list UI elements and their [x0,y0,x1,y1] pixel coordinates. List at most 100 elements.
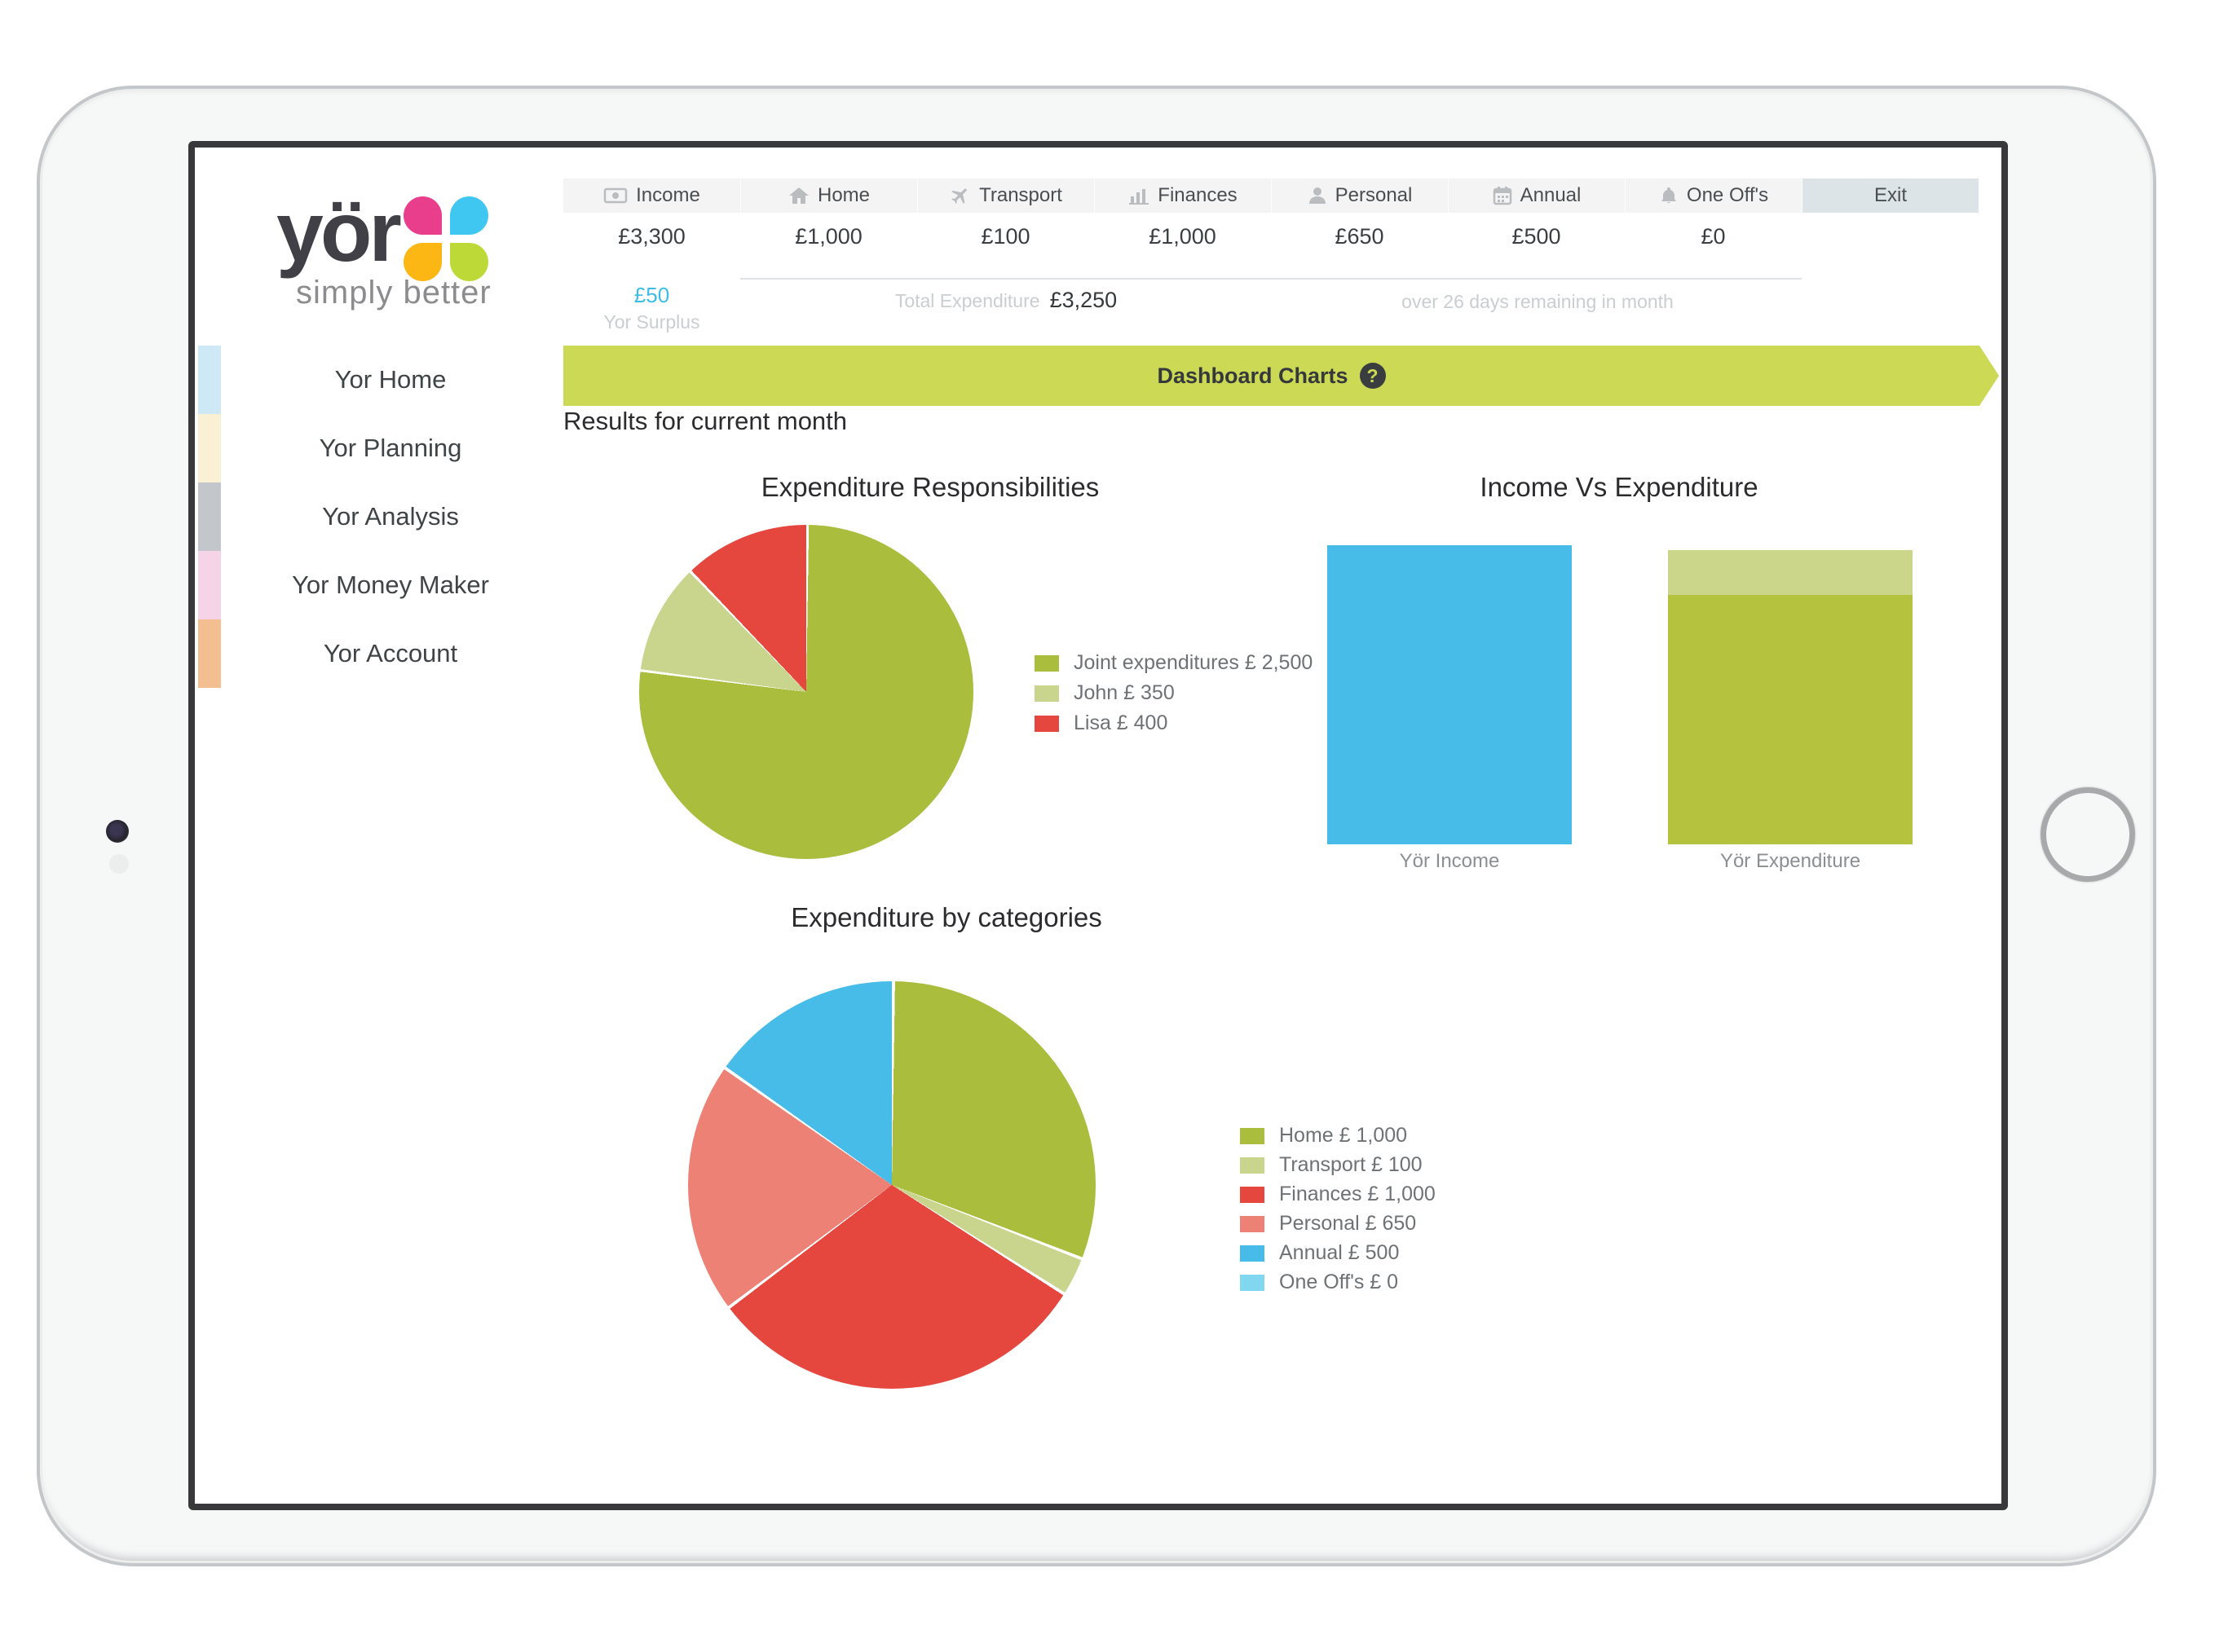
person-icon [1308,187,1326,204]
brand-logo: yör simply better [276,185,570,311]
bell-icon [1661,187,1676,204]
expenditure-bar-label: Yör Expenditure [1719,850,1861,872]
banner-title: Dashboard Charts [1157,363,1348,388]
income-amount: £3,300 [618,224,686,249]
tab-label: Income [636,184,700,206]
tab-label: Annual [1520,184,1582,206]
tab-exit[interactable]: Exit [1802,178,1979,213]
banner-arrow [1979,346,1999,406]
sidebar-item-yor-home[interactable]: Yor Home [195,346,578,414]
sidebar-item-yor-account[interactable]: Yor Account [195,619,578,688]
legend-label: Annual £ 500 [1279,1241,1400,1264]
legend-item-transport: Transport £ 100 [1240,1153,1423,1177]
legend-swatch [1240,1215,1264,1232]
legend-label: Finances £ 1,000 [1279,1183,1436,1205]
home-icon [788,187,809,204]
sidebar-item-label: Yor Home [334,365,447,394]
legend-label: Joint expenditures £ 2,500 [1074,651,1313,674]
sidebar-swatch [198,551,221,619]
tablet-camera [106,820,129,843]
calendar-icon [1493,187,1511,205]
finances-amount: £1,000 [1149,224,1216,249]
legend-swatch [1240,1156,1264,1174]
legend-swatch [1240,1186,1264,1203]
tab-personal[interactable]: Personal [1271,178,1448,213]
legend-label: Home £ 1,000 [1279,1124,1408,1147]
brand-name: yör [276,185,402,280]
legend-label: Lisa £ 400 [1074,711,1168,734]
sidebar-item-label: Yor Money Maker [292,570,489,599]
petal-orange [403,243,442,281]
legend-label: Transport £ 100 [1279,1153,1423,1176]
legend-label: John £ 350 [1074,681,1175,704]
days-remaining: over 26 days remaining in month [1401,291,1674,312]
petal-pink [403,196,442,235]
legend-label: Personal £ 650 [1279,1212,1417,1235]
sidebar-swatch [198,482,221,551]
income-bar[interactable] [1327,545,1572,844]
banknote-icon [603,187,628,204]
legend-item-finances: Finances £ 1,000 [1240,1183,1436,1206]
legend-swatch [1240,1245,1264,1262]
tab-one-offs[interactable]: One Off's [1625,178,1802,213]
petal-blue [449,196,488,235]
exit-amount-empty [1802,213,1979,255]
help-icon[interactable]: ? [1359,363,1386,389]
petal-green [449,243,488,281]
tab-label: Personal [1335,184,1413,206]
bar-chart-title: Income Vs Expenditure [1480,472,1758,502]
home-amount: £1,000 [795,224,863,249]
expenditure-by-categories-pie[interactable] [688,981,1096,1389]
sidebar-swatch [198,414,221,482]
plane-icon [951,188,967,204]
income-bar-label: Yör Income [1399,850,1500,872]
results-heading: Results for current month [563,407,848,435]
tablet-frame: yör simply better Income [37,86,2156,1566]
sidebar-item-label: Yor Account [323,639,458,667]
tab-label: Transport [979,184,1062,206]
tab-label: Home [817,184,871,206]
expenditure-responsibilities-pie[interactable] [639,525,973,859]
total-expenditure-label: Total Expenditure [894,290,1040,311]
tab-home[interactable]: Home [740,178,917,213]
top-navigation: Income Home Transport Finances [563,178,1979,341]
sidebar-swatch [198,619,221,688]
legend-swatch [1035,715,1059,732]
total-expenditure: Total Expenditure £3,250 [802,288,1210,313]
surplus-label: Yor Surplus [603,311,700,333]
sidebar-item-label: Yor Planning [319,434,462,462]
tab-label: One Off's [1686,184,1769,206]
legend-swatch [1240,1127,1264,1144]
tablet-sensor-dot [109,854,129,874]
tab-label: Exit [1873,184,1907,206]
brand-tagline: simply better [296,275,492,311]
annual-amount: £500 [1511,224,1561,249]
nav-divider [740,278,1802,280]
pie2-title: Expenditure by categories [791,902,1102,932]
tab-label: Finances [1158,184,1238,206]
legend-item-one-offs: One Off's £ 0 [1240,1271,1398,1294]
legend-item-personal: Personal £ 650 [1240,1212,1416,1236]
legend-item-joint: Joint expenditures £ 2,500 [1035,651,1313,675]
one-offs-amount: £0 [1701,224,1726,249]
sidebar-swatch [198,346,221,414]
personal-amount: £650 [1335,224,1384,249]
legend-swatch [1035,654,1059,672]
legend-item-annual: Annual £ 500 [1240,1241,1399,1265]
total-expenditure-value: £3,250 [1049,288,1118,312]
expenditure-bar[interactable] [1668,549,1913,844]
tab-transport[interactable]: Transport [917,178,1094,213]
tab-income[interactable]: Income [563,178,740,213]
legend-label: One Off's £ 0 [1279,1271,1399,1293]
sidebar-item-yor-money-maker[interactable]: Yor Money Maker [195,551,578,619]
sidebar-item-yor-planning[interactable]: Yor Planning [195,414,578,482]
tab-finances[interactable]: Finances [1094,178,1271,213]
legend-item-lisa: Lisa £ 400 [1035,711,1167,735]
dashboard-charts-banner: Dashboard Charts ? [563,346,1979,406]
tab-annual[interactable]: Annual [1448,178,1625,213]
pie1-title: Expenditure Responsibilities [761,472,1100,502]
sidebar-item-yor-analysis[interactable]: Yor Analysis [195,482,578,551]
flower-logo-icon [403,196,488,281]
bar-chart-icon [1129,189,1149,205]
tablet-home-button[interactable] [2041,787,2135,882]
